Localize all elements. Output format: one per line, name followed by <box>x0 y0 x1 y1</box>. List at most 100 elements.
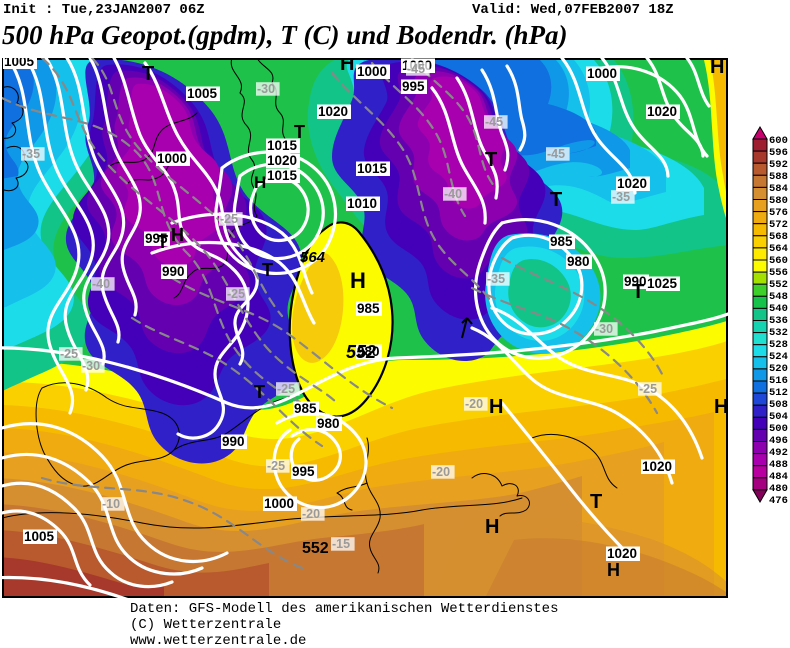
svg-text:1015: 1015 <box>357 161 388 176</box>
svg-text:-20: -20 <box>432 465 450 479</box>
svg-text:-45: -45 <box>485 115 503 129</box>
svg-text:584: 584 <box>769 183 788 195</box>
svg-text:552: 552 <box>769 279 788 291</box>
svg-text:1025: 1025 <box>647 276 678 291</box>
svg-text:1000: 1000 <box>264 496 294 511</box>
svg-text:508: 508 <box>769 399 788 411</box>
svg-text:1010: 1010 <box>347 196 377 211</box>
svg-text:H: H <box>714 396 728 418</box>
svg-text:592: 592 <box>769 159 788 171</box>
svg-text:500: 500 <box>769 423 788 435</box>
svg-text:1000: 1000 <box>587 66 617 81</box>
svg-text:1020: 1020 <box>642 459 672 474</box>
svg-text:568: 568 <box>769 231 788 243</box>
svg-text:980: 980 <box>567 254 590 269</box>
svg-text:480: 480 <box>769 483 788 495</box>
svg-text:-45: -45 <box>407 62 425 76</box>
svg-text:1005: 1005 <box>24 529 55 544</box>
svg-text:995: 995 <box>402 79 425 94</box>
svg-text:-45: -45 <box>547 147 565 161</box>
svg-text:990: 990 <box>222 434 245 449</box>
svg-text:520: 520 <box>769 363 788 375</box>
svg-text:576: 576 <box>769 207 788 219</box>
svg-text:-25: -25 <box>60 347 78 361</box>
svg-text:-25: -25 <box>267 459 285 473</box>
svg-text:H: H <box>607 560 620 580</box>
svg-text:1000: 1000 <box>357 64 387 79</box>
svg-text:-10: -10 <box>102 497 120 511</box>
svg-text:-25: -25 <box>227 287 245 301</box>
svg-text:1020: 1020 <box>647 104 677 119</box>
svg-text:985: 985 <box>357 301 380 316</box>
svg-text:-40: -40 <box>92 277 110 291</box>
svg-text:T: T <box>550 189 562 211</box>
svg-text:-25: -25 <box>277 382 295 396</box>
svg-text:H: H <box>710 58 724 78</box>
svg-text:H: H <box>340 58 354 75</box>
svg-text:524: 524 <box>769 351 788 363</box>
svg-text:995: 995 <box>292 464 315 479</box>
svg-text:T: T <box>485 149 497 171</box>
svg-text:504: 504 <box>769 411 788 423</box>
svg-text:-35: -35 <box>487 272 505 286</box>
svg-text:1000: 1000 <box>157 151 187 166</box>
svg-text:H: H <box>171 225 184 245</box>
svg-text:580: 580 <box>769 195 788 207</box>
svg-text:H: H <box>485 516 499 538</box>
svg-text:T: T <box>254 382 265 402</box>
svg-text:-15: -15 <box>332 537 350 551</box>
svg-text:-30: -30 <box>82 359 100 373</box>
svg-text:985: 985 <box>550 234 573 249</box>
svg-text:484: 484 <box>769 471 788 483</box>
svg-text:552: 552 <box>302 540 329 557</box>
svg-text:T: T <box>590 491 602 513</box>
svg-text:540: 540 <box>769 303 788 315</box>
svg-text:1020: 1020 <box>267 153 297 168</box>
svg-text:T: T <box>142 63 154 85</box>
svg-text:T: T <box>632 281 644 303</box>
svg-text:516: 516 <box>769 375 788 387</box>
svg-text:564: 564 <box>300 249 326 266</box>
svg-text:536: 536 <box>769 315 788 327</box>
svg-text:596: 596 <box>769 147 788 159</box>
svg-text:-30: -30 <box>595 322 613 336</box>
svg-text:H: H <box>489 396 503 418</box>
svg-text:1020: 1020 <box>617 176 647 191</box>
svg-text:-40: -40 <box>444 187 462 201</box>
svg-text:T: T <box>262 260 273 280</box>
svg-text:528: 528 <box>769 339 788 351</box>
svg-text:1005: 1005 <box>4 58 35 69</box>
svg-text:980: 980 <box>317 416 340 431</box>
svg-text:572: 572 <box>769 219 788 231</box>
svg-text:H: H <box>254 173 266 192</box>
svg-text:1015: 1015 <box>267 168 298 183</box>
svg-text:-25: -25 <box>639 382 657 396</box>
svg-text:556: 556 <box>769 267 788 279</box>
svg-text:552: 552 <box>346 342 376 362</box>
svg-text:1020: 1020 <box>607 546 637 561</box>
svg-text:588: 588 <box>769 171 788 183</box>
svg-text:564: 564 <box>769 243 788 255</box>
svg-text:990: 990 <box>162 264 185 279</box>
svg-text:488: 488 <box>769 459 788 471</box>
svg-text:T: T <box>294 122 305 142</box>
svg-text:476: 476 <box>769 495 788 507</box>
svg-text:560: 560 <box>769 255 788 267</box>
svg-text:492: 492 <box>769 447 788 459</box>
svg-text:1015: 1015 <box>267 138 298 153</box>
svg-text:H: H <box>350 268 366 293</box>
svg-text:-35: -35 <box>612 190 630 204</box>
svg-text:548: 548 <box>769 291 788 303</box>
svg-text:T: T <box>157 232 168 252</box>
svg-text:1005: 1005 <box>187 86 218 101</box>
svg-text:985: 985 <box>294 401 317 416</box>
svg-text:532: 532 <box>769 327 788 339</box>
svg-text:600: 600 <box>769 135 788 147</box>
svg-text:-20: -20 <box>465 397 483 411</box>
svg-text:-35: -35 <box>22 147 40 161</box>
svg-text:-20: -20 <box>302 507 320 521</box>
svg-text:496: 496 <box>769 435 788 447</box>
svg-text:512: 512 <box>769 387 788 399</box>
svg-text:-25: -25 <box>220 212 238 226</box>
svg-text:1020: 1020 <box>318 104 348 119</box>
